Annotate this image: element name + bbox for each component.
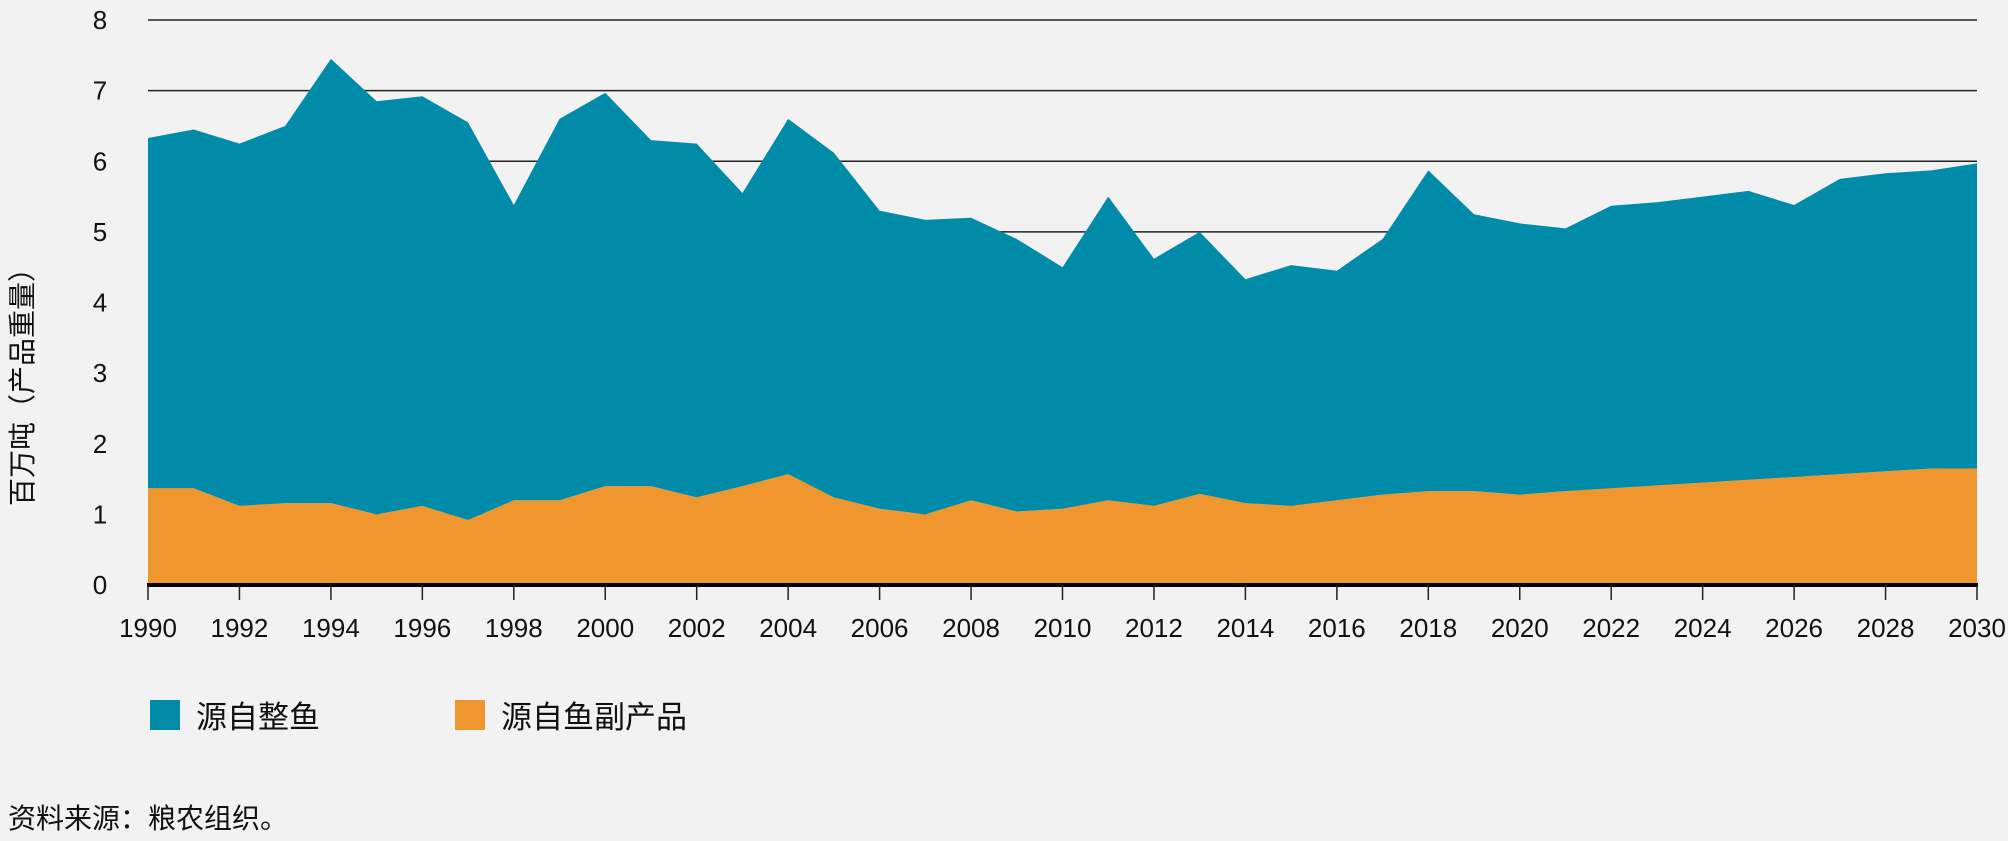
x-tick-labels: 1990 1992 1994 1996 1998 2000 2002 2004 2006 2008… xyxy=(119,613,2006,643)
y-tick-label: 6 xyxy=(93,146,107,176)
x-tick-label: 2016 xyxy=(1308,613,1366,643)
areas xyxy=(148,58,1977,585)
x-tick-label: 2020 xyxy=(1491,613,1549,643)
area-series-1 xyxy=(148,58,1977,521)
y-tick-label: 2 xyxy=(93,429,107,459)
y-tick-label: 7 xyxy=(93,76,107,106)
source-note: 资料来源：粮农组织。 xyxy=(8,802,289,835)
x-tick-label: 1994 xyxy=(302,613,360,643)
x-tick-label: 2008 xyxy=(942,613,1000,643)
x-tick-label: 2010 xyxy=(1034,613,1092,643)
legend-item-whole-fish: 源自整鱼 xyxy=(150,692,455,737)
chart: 0 1 2 3 4 5 6 7 8 1990 1992 1994 1996 1998 2000 2002 20… xyxy=(6,5,2006,643)
y-tick-label: 5 xyxy=(93,217,107,247)
x-tick-label: 1998 xyxy=(485,613,543,643)
legend-label: 源自鱼副产品 xyxy=(501,700,687,736)
x-tick-label: 2014 xyxy=(1216,613,1274,643)
y-tick-label: 8 xyxy=(93,5,107,35)
x-tick-label: 2004 xyxy=(759,613,817,643)
x-tick-label: 2024 xyxy=(1674,613,1732,643)
area-series-0 xyxy=(148,468,1977,585)
legend-swatch-whole-fish xyxy=(150,699,180,730)
x-tick-label: 1990 xyxy=(119,613,177,643)
x-tick-label: 2030 xyxy=(1948,613,2006,643)
y-tick-label: 4 xyxy=(93,288,107,318)
x-tick-label: 2006 xyxy=(851,613,909,643)
x-tick-label: 1996 xyxy=(393,613,451,643)
axes xyxy=(147,583,1978,600)
legend-label: 源自整鱼 xyxy=(196,700,320,736)
x-tick-label: 2002 xyxy=(668,613,726,643)
y-axis-label: 百万吨（产品重量） xyxy=(6,254,39,506)
x-tick-label: 2022 xyxy=(1582,613,1640,643)
x-tick-label: 2018 xyxy=(1399,613,1457,643)
x-tick-label: 2012 xyxy=(1125,613,1183,643)
y-tick-label: 1 xyxy=(93,499,107,529)
legend-swatch-by-products xyxy=(455,699,485,730)
y-tick-label: 0 xyxy=(93,570,107,600)
legend-item-by-products: 源自鱼副产品 xyxy=(455,692,687,737)
x-tick-label: 2028 xyxy=(1857,613,1915,643)
x-tick-label: 2026 xyxy=(1765,613,1823,643)
x-tick-label: 2000 xyxy=(576,613,634,643)
legend: 源自整鱼 源自鱼副产品 xyxy=(150,692,687,737)
x-tick-label: 1992 xyxy=(211,613,269,643)
y-tick-labels: 0 1 2 3 4 5 6 7 8 xyxy=(93,5,107,600)
y-tick-label: 3 xyxy=(93,358,107,388)
